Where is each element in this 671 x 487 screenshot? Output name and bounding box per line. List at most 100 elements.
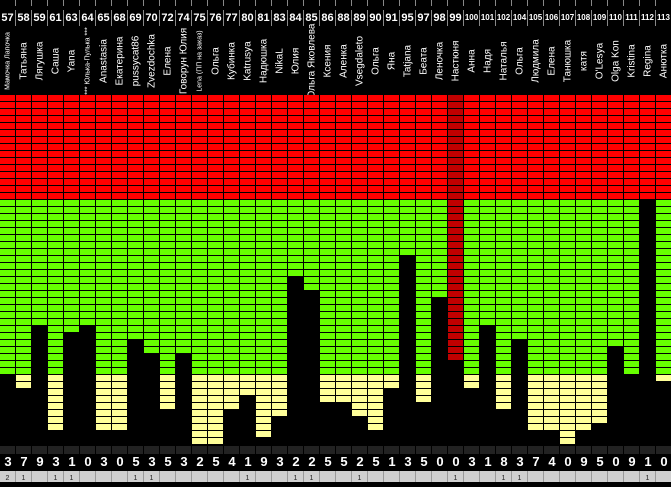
column-number[interactable]: 69: [128, 10, 144, 26]
column-small-count: [80, 471, 96, 482]
column-separator-row: [576, 446, 591, 454]
column-number[interactable]: 58: [16, 10, 32, 26]
column-name: Саша: [48, 28, 64, 94]
column-small-count: 1: [512, 471, 528, 482]
column-level-bar: [96, 431, 112, 445]
column-level-bar: [368, 431, 384, 445]
column-small-count: [272, 471, 288, 482]
column-number[interactable]: 88: [336, 10, 352, 26]
column-digit: 5: [372, 454, 380, 469]
column-small-count: 1: [640, 471, 656, 482]
column-separator-row: [96, 446, 111, 454]
column-number[interactable]: 63: [64, 10, 80, 26]
column-name-label: Ксения: [322, 44, 334, 78]
column-name-label: Tatjana: [402, 44, 414, 78]
column-number[interactable]: 95: [400, 10, 416, 26]
column-name: Katrusya: [240, 28, 256, 94]
column-number[interactable]: 75: [192, 10, 208, 26]
column-level-bar: [320, 403, 336, 445]
column-number[interactable]: 97: [416, 10, 432, 26]
column-grid: [400, 95, 416, 445]
column-separator-row: [144, 446, 159, 454]
column-level-bar: [608, 347, 624, 445]
column-top-strip: [256, 0, 272, 6]
column-number[interactable]: 104: [512, 10, 528, 26]
column-number[interactable]: 105: [528, 10, 544, 26]
column-number[interactable]: 91: [384, 10, 400, 26]
column-number[interactable]: 86: [320, 10, 336, 26]
chart-column: 107 Танюшка 0: [560, 0, 576, 482]
column-number[interactable]: 98: [432, 10, 448, 26]
column-number[interactable]: 68: [112, 10, 128, 26]
column-separator-row: [176, 446, 191, 454]
column-separator-row: [80, 446, 95, 454]
column-number[interactable]: 111: [624, 10, 640, 26]
column-level-bar: [48, 431, 64, 445]
column-number[interactable]: 110: [608, 10, 624, 26]
column-level-bar: [592, 424, 608, 445]
column-number[interactable]: 74: [176, 10, 192, 26]
column-grid: [64, 95, 80, 445]
column-name: Olga Kon: [608, 28, 624, 94]
column-separator-row: [640, 446, 655, 454]
column-small-count: [624, 471, 640, 482]
column-number[interactable]: 77: [224, 10, 240, 26]
column-level-bar: [240, 396, 256, 445]
column-number[interactable]: 84: [288, 10, 304, 26]
column-number[interactable]: 61: [48, 10, 64, 26]
column-name-label: Ольга: [370, 47, 382, 75]
column-number[interactable]: 112: [640, 10, 656, 26]
column-number[interactable]: 72: [160, 10, 176, 26]
column-number[interactable]: 99: [448, 10, 464, 26]
column-name: Tatjana: [400, 28, 416, 94]
column-digit: 5: [324, 454, 332, 469]
column-name: Yana: [64, 28, 80, 94]
column-number[interactable]: 90: [368, 10, 384, 26]
column-number[interactable]: 107: [560, 10, 576, 26]
column-name: Ксения: [320, 28, 336, 94]
column-small-count: [544, 471, 560, 482]
chart-column: 95 Tatjana 3: [400, 0, 416, 482]
column-separator-row: [480, 446, 495, 454]
column-name: Ольга: [512, 28, 528, 94]
column-number[interactable]: 64: [80, 10, 96, 26]
column-separator-row: [112, 446, 127, 454]
column-number[interactable]: 109: [592, 10, 608, 26]
column-number[interactable]: 89: [352, 10, 368, 26]
column-number[interactable]: 108: [576, 10, 592, 26]
column-name: Юлия: [288, 28, 304, 94]
column-number[interactable]: 113: [656, 10, 671, 26]
column-number[interactable]: 81: [256, 10, 272, 26]
column-grid: [128, 95, 144, 445]
column-number[interactable]: 76: [208, 10, 224, 26]
chart-column: 69 pussycat86 5 1: [128, 0, 144, 482]
column-digit: 9: [580, 454, 588, 469]
column-digit: 3: [276, 454, 284, 469]
column-digit: 3: [4, 454, 12, 469]
column-number[interactable]: 70: [144, 10, 160, 26]
column-number[interactable]: 80: [240, 10, 256, 26]
column-number[interactable]: 101: [480, 10, 496, 26]
column-number[interactable]: 57: [0, 10, 16, 26]
column-number[interactable]: 83: [272, 10, 288, 26]
column-name-label: Кубинка: [226, 42, 238, 80]
column-small-count: [384, 471, 400, 482]
column-number[interactable]: 65: [96, 10, 112, 26]
column-name: Anastasia: [96, 28, 112, 94]
column-top-strip: [240, 0, 256, 6]
column-small-count: 1: [128, 471, 144, 482]
column-number[interactable]: 102: [496, 10, 512, 26]
column-grid: [448, 95, 464, 445]
column-number[interactable]: 85: [304, 10, 320, 26]
column-number[interactable]: 100: [464, 10, 480, 26]
column-small-count: 2: [0, 471, 16, 482]
chart-column: 65 Anastasia 3: [96, 0, 112, 482]
column-small-count: [416, 471, 432, 482]
chart-column: 58 Татьяна 7 1: [16, 0, 32, 482]
column-number[interactable]: 59: [32, 10, 48, 26]
column-small-count: [96, 471, 112, 482]
column-name-label: Olga Kon: [610, 40, 622, 82]
chart-column: 84 Юлия 2 1: [288, 0, 304, 482]
column-name: Надюшка: [256, 28, 272, 94]
column-number[interactable]: 106: [544, 10, 560, 26]
